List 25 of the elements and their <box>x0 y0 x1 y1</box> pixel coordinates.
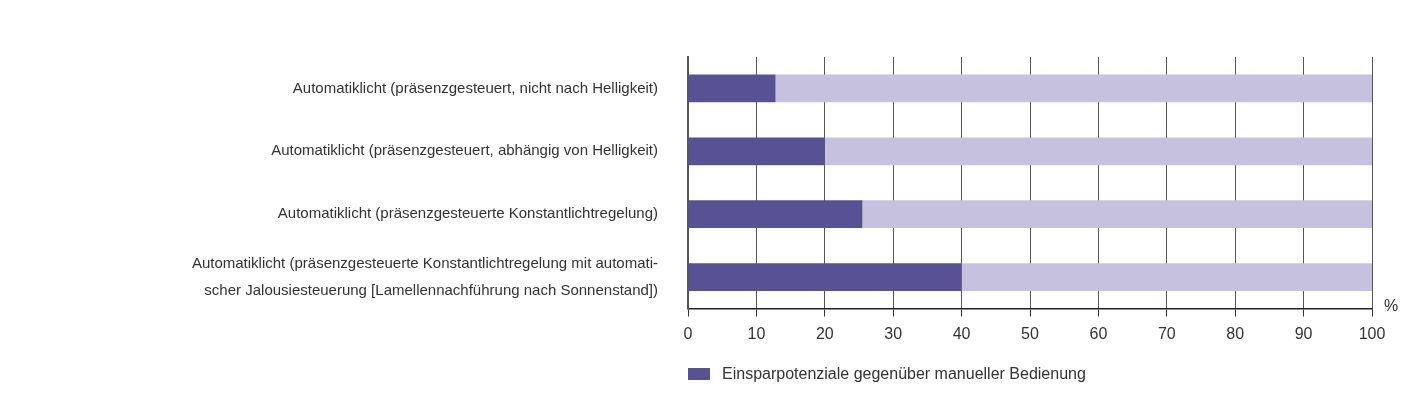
y-tick-label: Automatiklicht (präsenzgesteuert, abhängig von Helligkeit) <box>271 141 658 159</box>
bar <box>688 200 863 229</box>
x-tick-label: 20 <box>815 324 834 342</box>
bar <box>961 263 1372 291</box>
x-tick-label: 100 <box>1358 324 1386 342</box>
x-tick-label: 30 <box>884 324 903 342</box>
x-tick-label: 60 <box>1089 324 1108 342</box>
x-tick-label: 50 <box>1021 324 1039 342</box>
bar <box>688 137 825 166</box>
y-tick-label: Automatiklicht (präsenzgesteuerte Konstantlichtregelung mit automati- scher Jalousiesteuerung [Lamellennachführung nach Sonnenstand]) <box>191 253 658 298</box>
y-tick-label: Automatiklicht (präsenzgesteuert, nicht nach Helligkeit) <box>292 78 658 96</box>
x-tick-label: 80 <box>1226 324 1245 342</box>
y-tick-label: Automatiklicht (präsenzgesteuerte Konstantlichtregelung) <box>277 204 658 222</box>
bar <box>688 74 776 103</box>
x-tick-label: 90 <box>1294 324 1313 342</box>
x-axis-title: % <box>1384 296 1399 314</box>
x-tick-label: 40 <box>952 324 971 342</box>
x-tick-label: 0 <box>683 324 693 342</box>
bar <box>862 200 1372 229</box>
bar <box>688 263 962 291</box>
bar <box>824 137 1372 166</box>
bar <box>775 74 1372 103</box>
x-tick-label: 10 <box>747 324 766 342</box>
x-tick-label: 70 <box>1157 324 1176 342</box>
legend-label: Einsparpotenziale gegenüber manueller Bedienung <box>722 365 1086 383</box>
